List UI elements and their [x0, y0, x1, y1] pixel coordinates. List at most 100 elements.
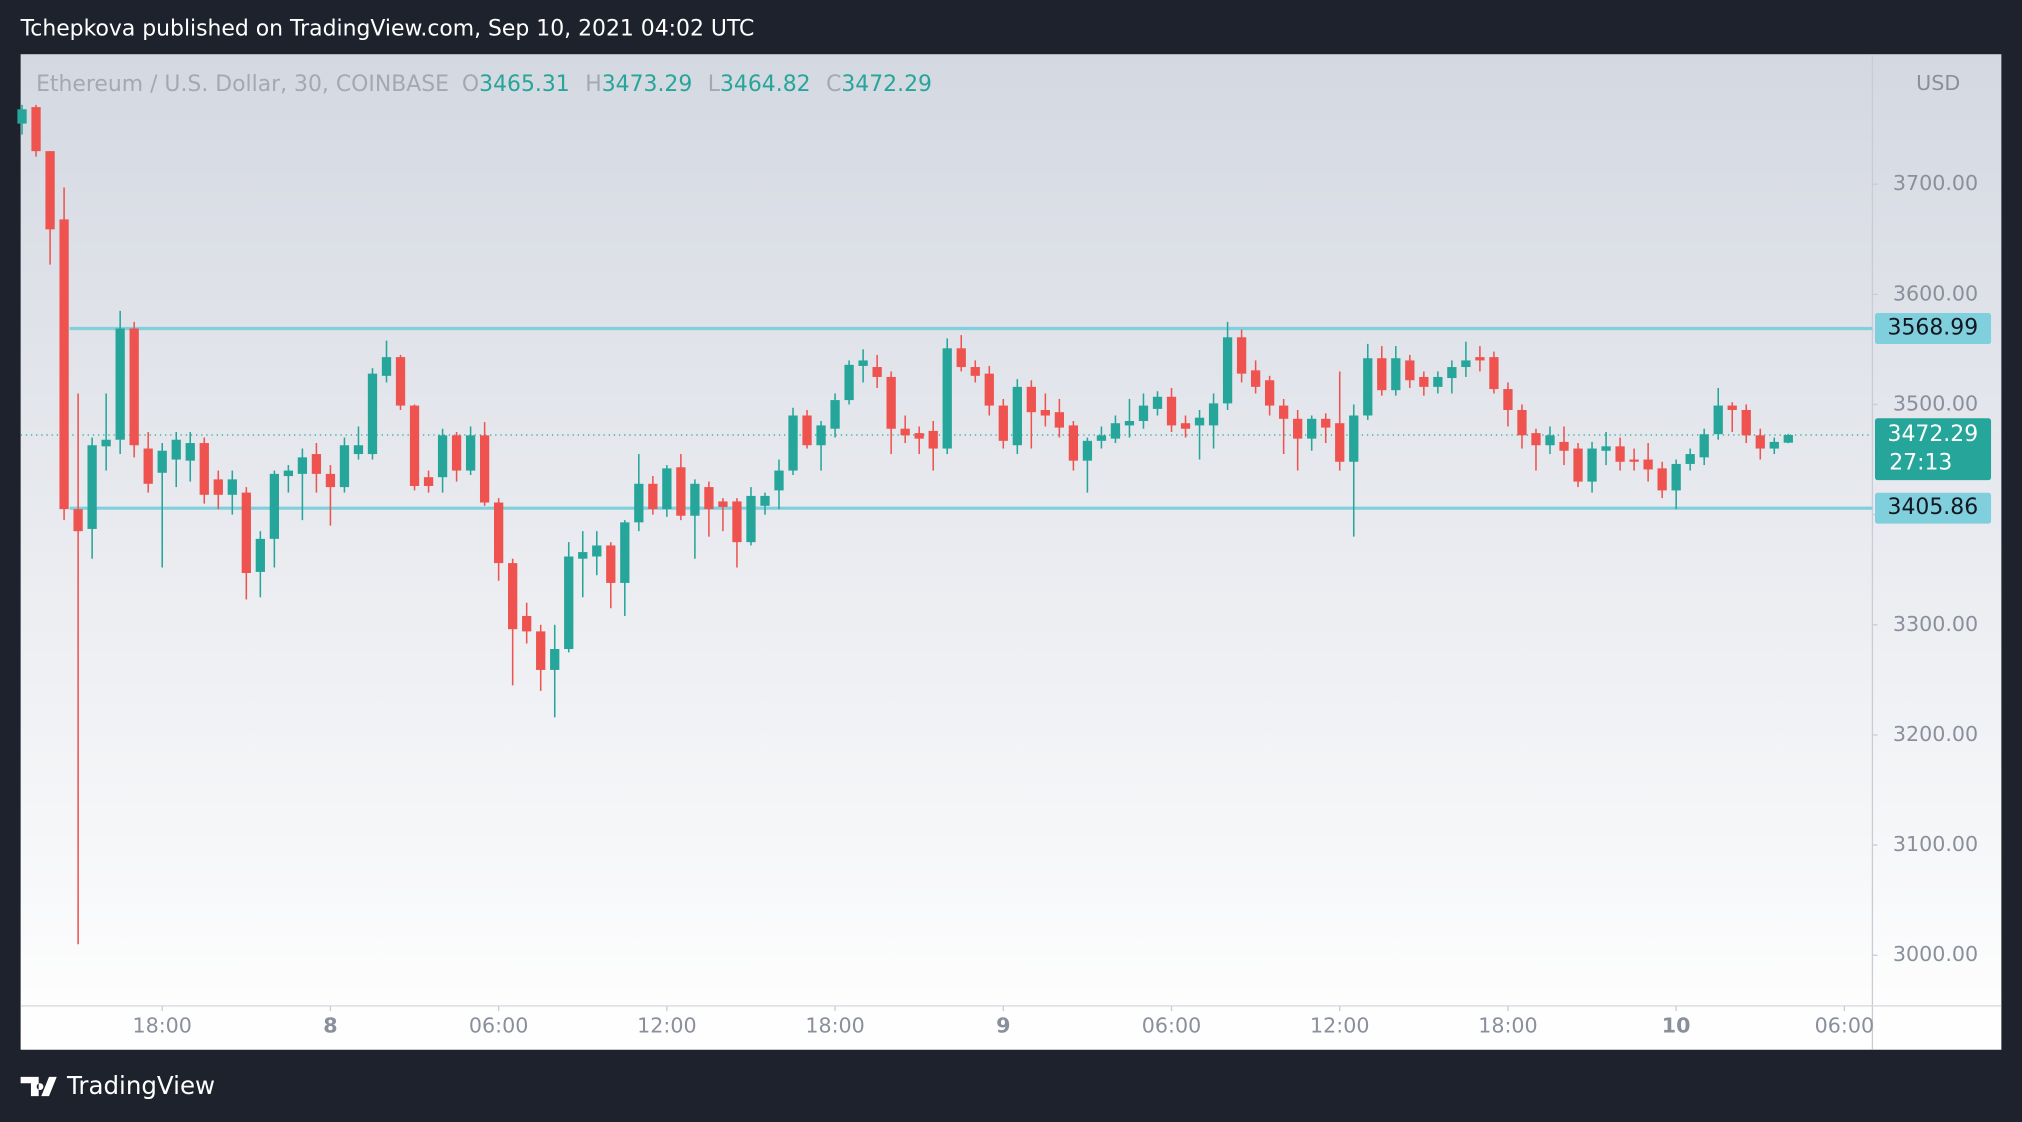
candle-body — [1517, 409, 1527, 436]
candle-body — [662, 468, 672, 510]
y-tick-label: 3200.00 — [1893, 722, 1978, 746]
x-tick-label: 18:00 — [1478, 1014, 1537, 1038]
legend-value: 3464.82 — [720, 72, 811, 97]
candle-body — [409, 405, 420, 486]
candle-body — [620, 522, 630, 583]
candle-body — [1657, 468, 1667, 491]
y-tick-label: 3000.00 — [1893, 942, 1978, 966]
candle-body — [1545, 435, 1555, 446]
x-tick-label: 18:00 — [805, 1014, 864, 1038]
candle-body — [1685, 454, 1695, 464]
published-note: Tchepkova published on TradingView.com, … — [20, 17, 755, 42]
candle-body — [269, 473, 280, 539]
candle-body — [227, 479, 237, 495]
candle-body — [1475, 357, 1485, 361]
candle-body — [1124, 421, 1135, 426]
candle-body — [423, 477, 434, 486]
legend-symbol: Ethereum / U.S. Dollar, 30, COINBASE — [36, 72, 449, 97]
candle-body — [1447, 367, 1457, 379]
candle-body — [87, 445, 97, 529]
candle-body — [872, 367, 882, 377]
candle-body — [1769, 441, 1779, 449]
candle-body — [578, 552, 588, 559]
candle-body — [900, 428, 910, 436]
candle-body — [1040, 409, 1050, 416]
candle-body — [465, 435, 476, 471]
level-tag — [1874, 492, 1992, 524]
candle-body — [129, 328, 139, 446]
candle-body — [283, 470, 294, 477]
y-tick-label: 3300.00 — [1893, 612, 1978, 636]
last-price-label: 3472.29 — [1888, 422, 1979, 447]
candle-body — [1419, 376, 1429, 387]
candle-body — [1166, 396, 1177, 426]
candle-body — [1755, 435, 1765, 449]
y-tick-label: 3100.00 — [1893, 832, 1978, 856]
legend-key: L — [708, 72, 721, 97]
candle-body — [536, 631, 546, 670]
x-tick-label: 12:00 — [1310, 1014, 1369, 1038]
candle-body — [1012, 386, 1022, 446]
candle-body — [1279, 405, 1289, 419]
candle-body — [213, 479, 223, 495]
level-label: 3568.99 — [1888, 315, 1979, 340]
candle-body — [1643, 459, 1653, 470]
candle-body — [508, 563, 518, 630]
candle-body — [339, 445, 350, 488]
candle-body — [550, 649, 560, 670]
candle-body — [73, 509, 83, 532]
y-tick-label: 3500.00 — [1893, 391, 1978, 415]
candle-body — [199, 443, 209, 495]
candle-body — [928, 430, 938, 449]
candle-body — [451, 435, 462, 471]
candle-body — [1236, 337, 1247, 374]
countdown-label: 27:13 — [1889, 450, 1952, 475]
candle-body — [984, 373, 994, 406]
candle-body — [718, 501, 728, 507]
candle-body — [844, 364, 854, 401]
x-tick-label: 18:00 — [132, 1014, 191, 1038]
candle-body — [143, 448, 153, 484]
x-tick-label: 12:00 — [637, 1014, 696, 1038]
candle-body — [241, 492, 251, 574]
candle-body — [1783, 435, 1793, 443]
candle-body — [788, 415, 798, 471]
x-tick-label: 06:00 — [1142, 1014, 1201, 1038]
candle-body — [1250, 370, 1261, 387]
candle-body — [914, 433, 924, 439]
candle-body — [564, 556, 574, 650]
candle-body — [858, 360, 868, 366]
candle-body — [774, 470, 784, 491]
candle-body — [1026, 386, 1036, 413]
candle-body — [1307, 418, 1317, 439]
candle-body — [1433, 376, 1443, 387]
candle-body — [956, 348, 966, 368]
candle-body — [816, 425, 826, 446]
candle-body — [157, 450, 167, 473]
candle-body — [1531, 433, 1541, 446]
candle-body — [494, 502, 504, 564]
candle-body — [1601, 446, 1611, 451]
candle-body — [171, 439, 181, 460]
brand-name: TradingView — [66, 1071, 215, 1100]
candle-body — [1671, 463, 1681, 491]
candle-body — [676, 467, 686, 516]
currency-label: USD — [1916, 71, 1960, 95]
candle-body — [1615, 446, 1625, 462]
candle-body — [1573, 448, 1583, 482]
candle-body — [1587, 448, 1597, 482]
candle-body — [830, 400, 840, 429]
candle-body — [255, 538, 265, 572]
candle-body — [1293, 418, 1303, 439]
candle-body — [1222, 337, 1233, 404]
candle-body — [1152, 396, 1163, 409]
y-tick-label: 3600.00 — [1893, 281, 1978, 305]
legend-key: O — [462, 72, 479, 97]
candle-body — [760, 495, 770, 506]
candle-body — [479, 435, 490, 503]
x-tick-label: 10 — [1662, 1014, 1691, 1038]
brand-logo — [20, 1076, 57, 1097]
candle-body — [1629, 459, 1639, 462]
candle-body — [1727, 405, 1737, 410]
